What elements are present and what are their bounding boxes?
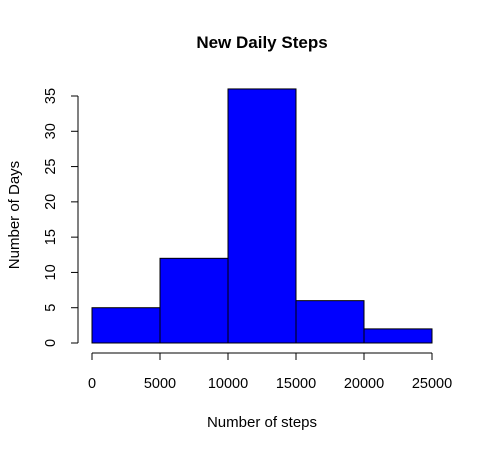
y-tick-label-0: 0: [43, 339, 59, 347]
x-tick-label-1: 5000: [144, 376, 176, 392]
histogram-bar-0: [91, 307, 161, 344]
y-tick-label-5: 25: [43, 159, 59, 175]
histogram-bar-1: [159, 257, 229, 344]
x-tick-label-5: 25000: [412, 376, 452, 392]
y-tick-label-4: 20: [43, 194, 59, 210]
y-tick-label-3: 15: [43, 229, 59, 245]
y-tick-label-7: 35: [43, 88, 59, 104]
y-tick-label-2: 10: [43, 264, 59, 280]
x-axis-label: Number of steps: [207, 414, 317, 431]
x-tick-label-3: 15000: [276, 376, 316, 392]
y-tick-label-1: 5: [43, 304, 59, 312]
y-tick-label-6: 30: [43, 123, 59, 139]
y-axis-label: Number of Days: [6, 161, 23, 269]
y-axis: 0 5 10 15 20 25 30 35: [43, 88, 79, 347]
bars-group: [91, 88, 433, 344]
x-tick-label-0: 0: [88, 376, 96, 392]
chart-title: New Daily Steps: [196, 33, 327, 52]
histogram-bar-3: [295, 300, 365, 344]
histogram-bar-4: [363, 328, 433, 344]
x-axis: 0 5000 10000 15000 20000 25000: [88, 352, 452, 392]
histogram-bar-2: [227, 88, 297, 344]
x-tick-label-4: 20000: [344, 376, 384, 392]
x-tick-label-2: 10000: [208, 376, 248, 392]
